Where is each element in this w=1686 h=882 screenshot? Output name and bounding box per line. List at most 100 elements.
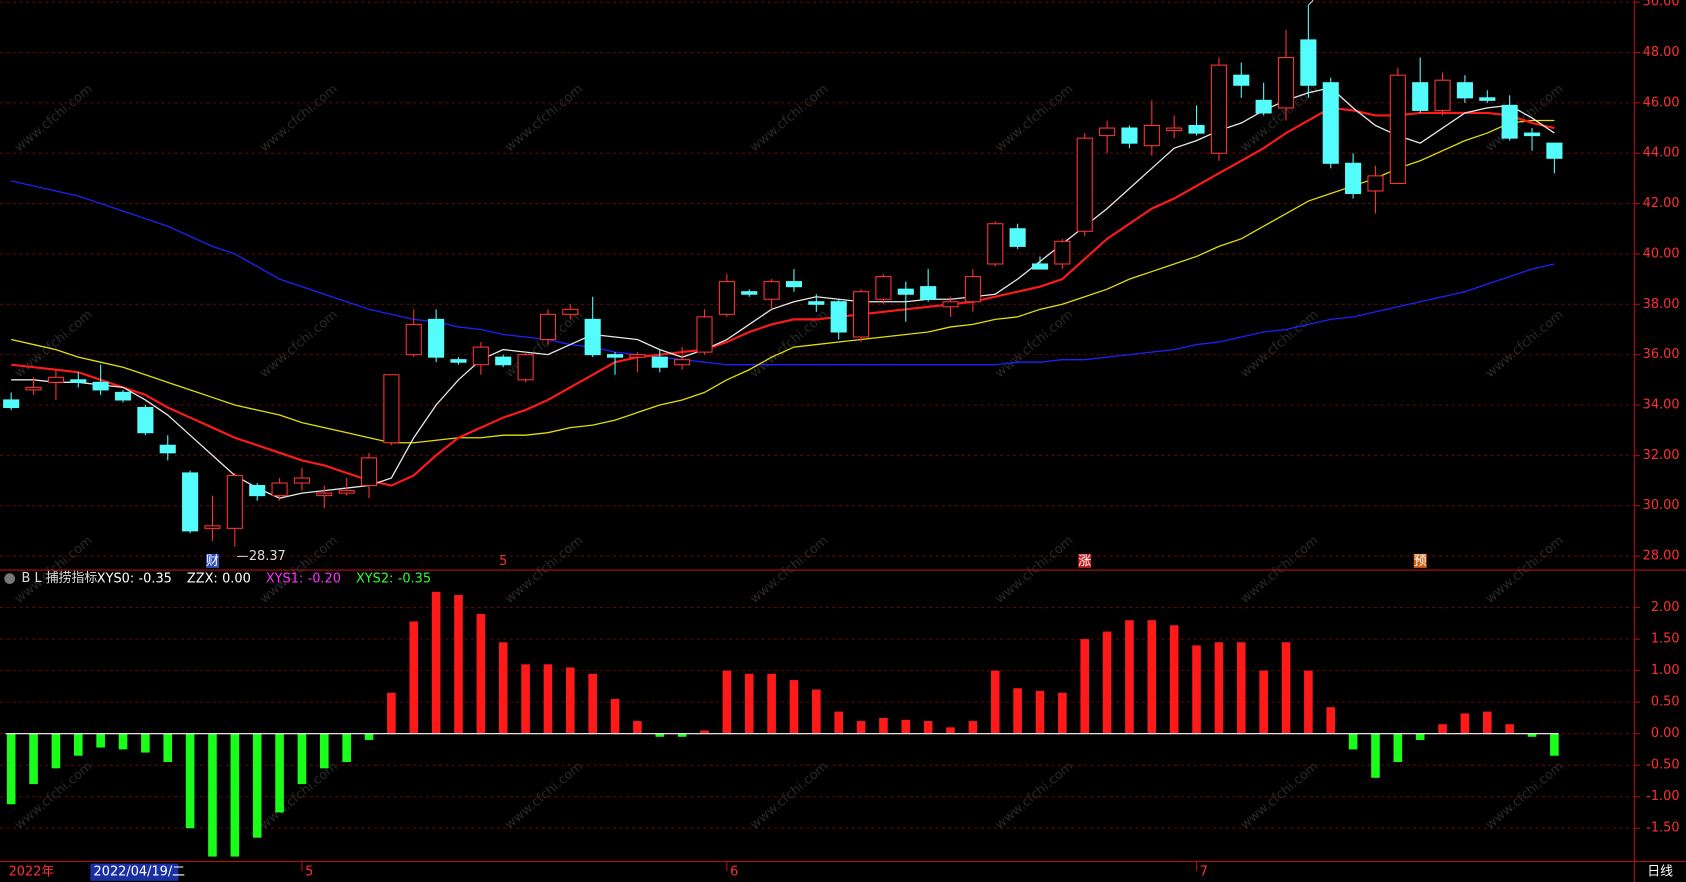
readout-value: -0.35 <box>398 571 431 586</box>
y-tick-label: -1.00 <box>1646 789 1679 804</box>
event-label: 涨 <box>1078 554 1091 569</box>
candle-body <box>674 359 691 366</box>
candle-body <box>1546 142 1563 159</box>
candle-body <box>1277 57 1295 109</box>
x-tick-label: 7 <box>1200 865 1208 880</box>
bar <box>319 733 329 769</box>
candle-body <box>1009 228 1026 247</box>
y-tick-label: 50.00 <box>1643 0 1680 10</box>
candle-body <box>1054 240 1071 265</box>
bar <box>1505 724 1514 734</box>
candle-body <box>472 346 489 366</box>
candle-body <box>741 291 758 295</box>
bar <box>1281 642 1291 734</box>
period-label[interactable]: 日线 <box>1647 865 1673 880</box>
event-label: 预 <box>1414 554 1427 569</box>
candle-body <box>920 286 937 300</box>
readout-name: XYS2: <box>356 571 393 586</box>
readout-value: -0.35 <box>139 571 172 586</box>
candle-body <box>1031 263 1049 270</box>
readout: XYS2: -0.35 <box>356 571 431 586</box>
candle-body <box>852 291 870 338</box>
candle-body <box>182 472 199 532</box>
bar <box>588 673 597 734</box>
bar <box>141 733 150 753</box>
y-tick-label: 1.00 <box>1651 663 1680 678</box>
candle-body <box>405 323 422 356</box>
candle-body <box>562 308 579 315</box>
y-tick-label: -0.50 <box>1646 758 1679 773</box>
bar <box>633 721 642 734</box>
candle-body <box>1121 127 1138 144</box>
bar <box>1192 645 1201 734</box>
bar <box>879 717 888 734</box>
candle-body <box>249 485 266 497</box>
annotation-arrow <box>1307 0 1314 6</box>
candle-body <box>987 223 1004 265</box>
candle-body <box>1099 127 1116 137</box>
readout-value: 0.00 <box>222 571 251 586</box>
bar <box>722 670 732 734</box>
high-label: 49.88 <box>1323 0 1360 4</box>
bar <box>1527 733 1537 737</box>
bar <box>6 733 16 805</box>
moving-average <box>11 180 1555 366</box>
bar <box>1438 724 1447 734</box>
bar <box>498 642 508 734</box>
candle-body <box>785 281 803 288</box>
event-label: 财 <box>206 554 219 569</box>
cursor-label: 2022/04/19/二 <box>94 865 186 880</box>
event-marker <box>206 553 219 568</box>
candle-body <box>495 356 512 366</box>
candle-body <box>450 359 467 363</box>
candle-body <box>763 281 780 300</box>
candle-body <box>1076 137 1093 232</box>
bar <box>230 733 240 857</box>
candle-body <box>808 301 825 305</box>
low-label: 28.37 <box>249 549 286 564</box>
candle-body <box>204 525 221 529</box>
bar <box>1460 713 1470 734</box>
candle-body <box>1255 99 1272 114</box>
candle-body <box>964 276 981 303</box>
candle-body <box>428 318 445 358</box>
y-tick-label: 2.00 <box>1651 600 1680 615</box>
candle-body <box>1188 124 1205 134</box>
y-tick-label: 40.00 <box>1643 246 1680 261</box>
candle-body <box>1367 175 1384 192</box>
indicator-title: B L 捕捞指标 <box>22 570 98 586</box>
y-tick-label: 30.00 <box>1643 498 1680 513</box>
bar <box>700 730 709 734</box>
candle-body <box>651 356 668 368</box>
y-tick-label: 36.00 <box>1643 347 1680 362</box>
candle-body <box>114 391 132 401</box>
bar <box>1058 692 1067 734</box>
candle-body <box>606 354 624 358</box>
readout: ZZX: 0.00 <box>187 571 251 586</box>
candle-body <box>1479 97 1496 101</box>
y-tick-label: 44.00 <box>1643 146 1680 161</box>
candle-body <box>1389 74 1406 184</box>
candle-body <box>696 316 713 353</box>
y-tick-label: 1.50 <box>1651 632 1680 647</box>
indicator-menu[interactable] <box>4 573 16 585</box>
bar <box>208 733 217 857</box>
moving-average <box>11 106 1555 487</box>
bar <box>29 733 38 785</box>
y-tick-label: 34.00 <box>1643 397 1680 412</box>
bar <box>454 594 463 734</box>
candle-body <box>1412 82 1429 111</box>
bar <box>342 733 351 763</box>
bar <box>521 664 530 734</box>
bar <box>51 733 61 769</box>
candle-body <box>584 318 601 356</box>
y-tick-label: 0.00 <box>1651 726 1680 741</box>
candle-body <box>360 457 378 487</box>
bar <box>1415 733 1425 740</box>
bar <box>968 721 978 734</box>
bar <box>96 733 105 748</box>
bar <box>1393 733 1403 763</box>
y-tick-label: 0.50 <box>1651 695 1680 710</box>
readout-name: XYS0: <box>97 571 134 586</box>
